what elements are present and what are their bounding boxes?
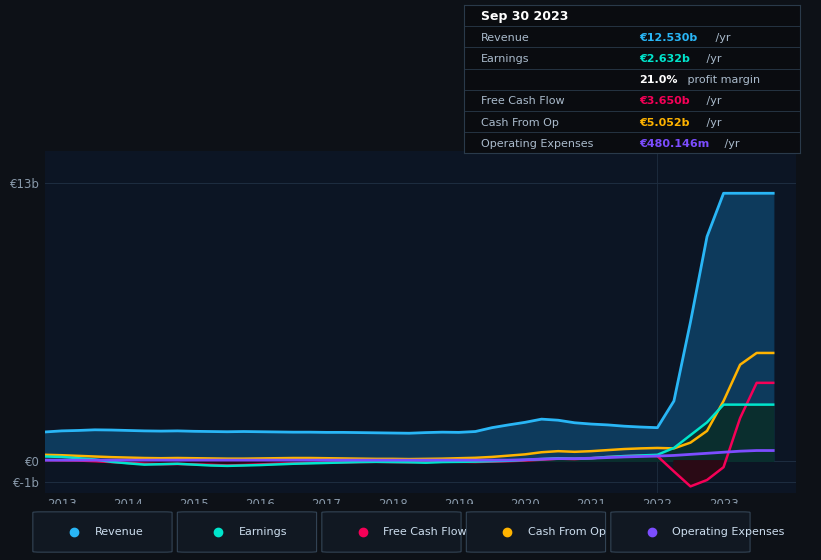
Text: Sep 30 2023: Sep 30 2023 <box>481 10 568 23</box>
Text: /yr: /yr <box>712 33 730 43</box>
Text: /yr: /yr <box>703 96 721 106</box>
Text: Cash From Op: Cash From Op <box>481 118 558 128</box>
Text: Revenue: Revenue <box>94 527 143 537</box>
Text: €3.650b: €3.650b <box>639 96 690 106</box>
Text: /yr: /yr <box>721 139 739 149</box>
FancyBboxPatch shape <box>611 512 750 552</box>
FancyBboxPatch shape <box>322 512 461 552</box>
FancyBboxPatch shape <box>33 512 172 552</box>
Text: Earnings: Earnings <box>481 54 530 64</box>
Text: 21.0%: 21.0% <box>639 75 677 85</box>
Text: €2.632b: €2.632b <box>639 54 690 64</box>
Text: profit margin: profit margin <box>685 75 760 85</box>
Text: €480.146m: €480.146m <box>639 139 709 149</box>
Text: /yr: /yr <box>703 118 721 128</box>
Text: Free Cash Flow: Free Cash Flow <box>383 527 467 537</box>
Text: €5.052b: €5.052b <box>639 118 690 128</box>
Text: Cash From Op: Cash From Op <box>528 527 606 537</box>
Text: Operating Expenses: Operating Expenses <box>672 527 785 537</box>
Text: Revenue: Revenue <box>481 33 530 43</box>
Text: /yr: /yr <box>703 54 721 64</box>
Text: Free Cash Flow: Free Cash Flow <box>481 96 564 106</box>
FancyBboxPatch shape <box>177 512 317 552</box>
Text: Operating Expenses: Operating Expenses <box>481 139 593 149</box>
Text: €12.530b: €12.530b <box>639 33 697 43</box>
FancyBboxPatch shape <box>466 512 606 552</box>
Text: Earnings: Earnings <box>239 527 287 537</box>
